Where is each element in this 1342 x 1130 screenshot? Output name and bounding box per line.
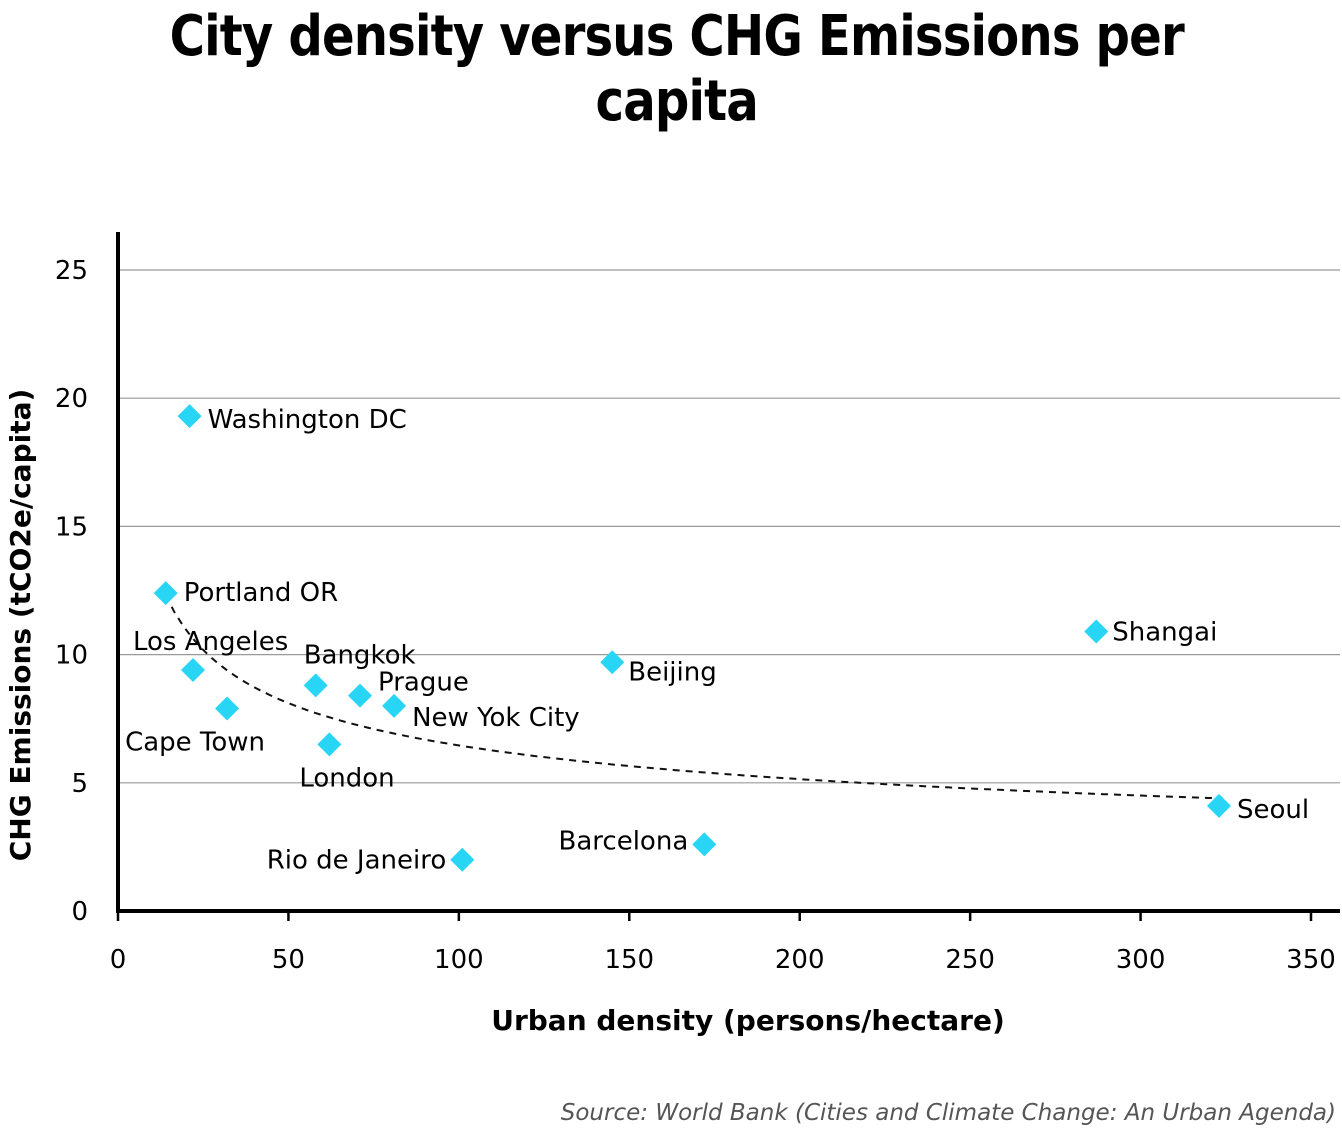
data-point (180, 657, 205, 682)
data-point (177, 404, 202, 429)
point-label: Bangkok (304, 640, 416, 670)
y-tick-label: 20 (55, 384, 88, 414)
y-tick-label: 10 (55, 641, 88, 671)
data-point (1084, 619, 1109, 644)
y-tick-label: 25 (55, 256, 88, 286)
point-label: New Yok City (412, 703, 580, 733)
data-point (450, 847, 475, 872)
point-label: Los Angeles (133, 627, 288, 657)
y-tick-label: 5 (71, 769, 88, 799)
x-tick-label: 150 (604, 945, 654, 975)
point-label: Portland OR (184, 578, 338, 608)
point-label: Washington DC (208, 405, 407, 435)
gridlines (118, 269, 1340, 784)
point-label: Seoul (1237, 795, 1309, 825)
y-tick-label: 15 (55, 512, 88, 542)
point-label: Cape Town (125, 727, 265, 757)
x-tick-label: 200 (775, 945, 825, 975)
data-point (153, 581, 178, 606)
point-label: Beijing (628, 657, 717, 687)
x-tick-label: 50 (272, 945, 305, 975)
y-tick-label: 0 (71, 897, 88, 927)
x-tick-label: 100 (434, 945, 484, 975)
data-point (317, 732, 342, 757)
x-tick-label: 0 (110, 945, 127, 975)
data-point (692, 832, 717, 857)
data-point (303, 673, 328, 698)
trendline-group (164, 594, 1220, 800)
x-tick-label: 300 (1116, 945, 1166, 975)
y-axis-title: CHG Emissions (tCO2e/capita) (4, 389, 37, 862)
source-note: Source: World Bank (Cities and Climate C… (560, 1100, 1336, 1126)
point-label: Rio de Janeiro (267, 846, 447, 876)
x-tick-label: 250 (945, 945, 995, 975)
data-point (348, 683, 373, 708)
x-axis-title: Urban density (persons/hectare) (491, 1004, 1005, 1037)
point-label: Shangai (1112, 618, 1217, 648)
point-label: London (299, 763, 394, 793)
point-label: Prague (378, 668, 469, 698)
data-point (382, 693, 407, 718)
point-label: Barcelona (559, 826, 689, 856)
data-points: Washington DC Portland OR Los Angeles Cape … (125, 404, 1309, 876)
data-point (600, 650, 625, 675)
data-point (1206, 793, 1231, 818)
trendline (164, 594, 1220, 800)
x-tick-label: 350 (1286, 945, 1336, 975)
data-point (215, 696, 240, 721)
chart-title: City density versus CHG Emissions per ca… (169, 4, 1185, 134)
